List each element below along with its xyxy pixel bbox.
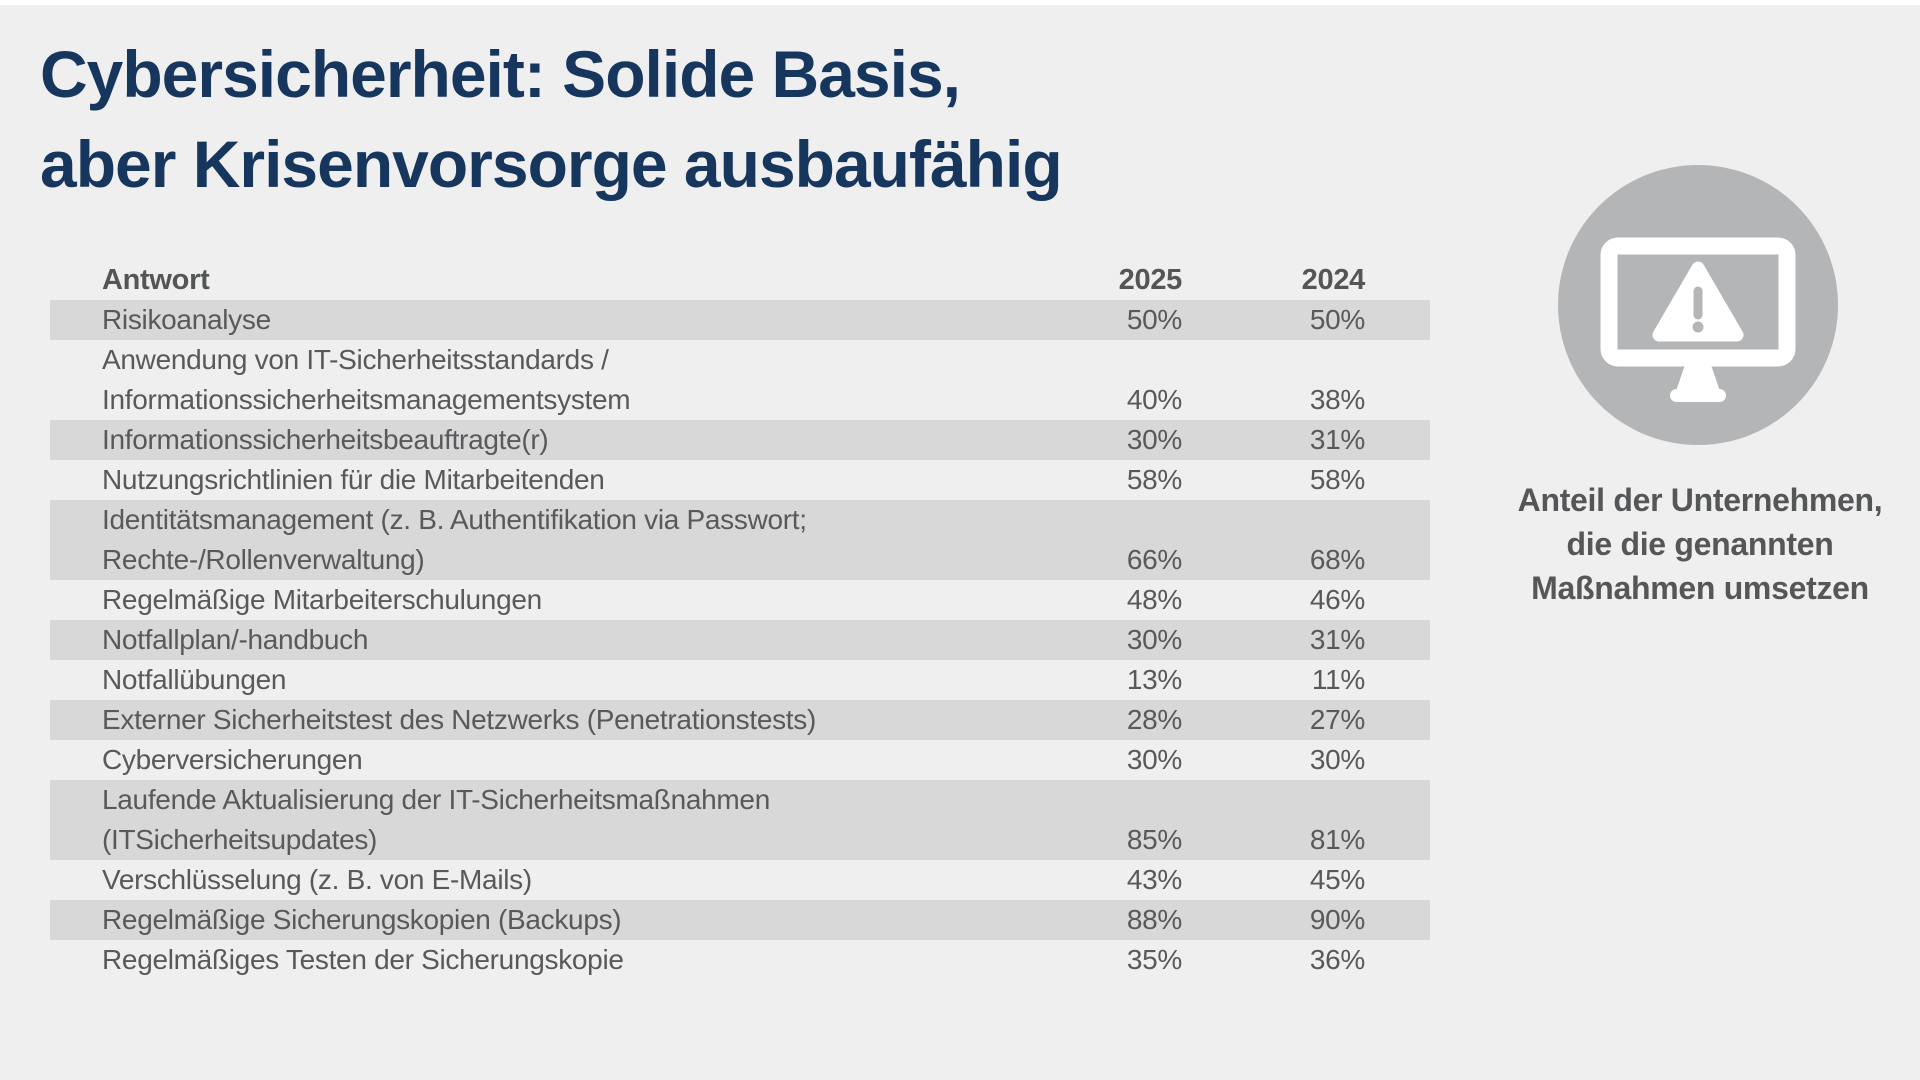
- value-2025: 30%: [1126, 744, 1182, 775]
- value-2025: 43%: [1126, 864, 1182, 895]
- chart-note-line1: Anteil der Unternehmen,: [1517, 482, 1883, 518]
- page-title-line2: aber Krisenvorsorge ausbaufähig: [40, 126, 1063, 201]
- row-label: Cyberversicherungen: [102, 744, 363, 775]
- value-2025: 28%: [1126, 704, 1182, 735]
- row-label: Externer Sicherheitstest des Netzwerks (…: [102, 704, 817, 735]
- table-row: Regelmäßige Sicherungskopien (Backups) 8…: [50, 900, 1430, 940]
- value-2024: 68%: [1309, 544, 1365, 575]
- row-label: Regelmäßiges Testen der Sicherungskopie: [102, 944, 624, 975]
- value-2025: 85%: [1126, 824, 1182, 855]
- table-row: Regelmäßiges Testen der Sicherungskopie …: [50, 940, 1430, 980]
- table-row: Cyberversicherungen 30% 30%: [50, 740, 1430, 780]
- measures-table: Antwort 2025 2024 Risikoanalyse 50% 50% …: [50, 258, 1430, 980]
- value-2024: 90%: [1309, 904, 1365, 935]
- table-row: Notfallplan/-handbuch 30% 31%: [50, 620, 1430, 660]
- row-label: Notfallplan/-handbuch: [102, 624, 369, 655]
- value-2024: 46%: [1309, 584, 1365, 615]
- value-2024: 30%: [1309, 744, 1365, 775]
- table-row: Nutzungsrichtlinien für die Mitarbeitend…: [50, 460, 1430, 500]
- value-2025: 30%: [1126, 424, 1182, 455]
- value-2024: 31%: [1309, 624, 1365, 655]
- value-2025: 50%: [1126, 304, 1182, 335]
- row-label: Notfallübungen: [102, 664, 287, 695]
- table-row: Notfallübungen 13% 11%: [50, 660, 1430, 700]
- value-2025: 35%: [1126, 944, 1182, 975]
- table-header-row: Antwort 2025 2024: [50, 258, 1430, 300]
- chart-note: Anteil der Unternehmen, die die genannte…: [1450, 478, 1920, 610]
- page-title-line1: Cybersicherheit: Solide Basis,: [40, 37, 961, 111]
- value-2024: 36%: [1309, 944, 1365, 975]
- column-header-antwort: Antwort: [102, 264, 210, 296]
- table-row: Identitätsmanagement (z. B. Authentifika…: [50, 500, 1430, 580]
- page-title: Cybersicherheit: Solide Basis, aber Kris…: [40, 30, 1063, 210]
- value-2025: 66%: [1126, 544, 1182, 575]
- table-row: Externer Sicherheitstest des Netzwerks (…: [50, 700, 1430, 740]
- row-label: Identitätsmanagement (z. B. Authentifika…: [102, 504, 807, 575]
- table-row: Risikoanalyse 50% 50%: [50, 300, 1430, 340]
- table-row: Laufende Aktualisierung der IT-Sicherhei…: [50, 780, 1430, 860]
- row-label: Informationssicherheitsbeauftragte(r): [102, 424, 549, 455]
- value-2025: 88%: [1126, 904, 1182, 935]
- row-label: Risikoanalyse: [102, 304, 271, 335]
- value-2024: 81%: [1309, 824, 1365, 855]
- row-label: Laufende Aktualisierung der IT-Sicherhei…: [102, 784, 770, 855]
- row-label: Verschlüsselung (z. B. von E-Mails): [102, 864, 532, 895]
- table-row: Regelmäßige Mitarbeiterschulungen 48% 46…: [50, 580, 1430, 620]
- chart-note-line2: die die genannten: [1566, 526, 1834, 562]
- value-2024: 45%: [1309, 864, 1365, 895]
- table-row: Anwendung von IT-Sicherheitsstandards / …: [50, 340, 1430, 420]
- value-2024: 50%: [1309, 304, 1365, 335]
- value-2024: 27%: [1309, 704, 1365, 735]
- top-border-strip: [0, 0, 1920, 5]
- row-label: Regelmäßige Sicherungskopien (Backups): [102, 904, 622, 935]
- value-2024: 38%: [1309, 384, 1365, 415]
- row-label: Anwendung von IT-Sicherheitsstandards / …: [102, 344, 631, 415]
- table-row: Informationssicherheitsbeauftragte(r) 30…: [50, 420, 1430, 460]
- row-label: Nutzungsrichtlinien für die Mitarbeitend…: [102, 464, 605, 495]
- value-2025: 58%: [1126, 464, 1182, 495]
- value-2025: 13%: [1126, 664, 1182, 695]
- chart-note-line3: Maßnahmen umsetzen: [1531, 570, 1869, 606]
- value-2024: 31%: [1309, 424, 1365, 455]
- value-2024: 11%: [1311, 664, 1365, 695]
- value-2025: 40%: [1126, 384, 1182, 415]
- value-2025: 48%: [1126, 584, 1182, 615]
- column-header-2024: 2024: [1301, 264, 1366, 296]
- monitor-warning-icon: [1558, 165, 1838, 445]
- table-row: Verschlüsselung (z. B. von E-Mails) 43% …: [50, 860, 1430, 900]
- value-2024: 58%: [1309, 464, 1365, 495]
- column-header-2025: 2025: [1118, 264, 1183, 296]
- value-2025: 30%: [1126, 624, 1182, 655]
- row-label: Regelmäßige Mitarbeiterschulungen: [102, 584, 542, 615]
